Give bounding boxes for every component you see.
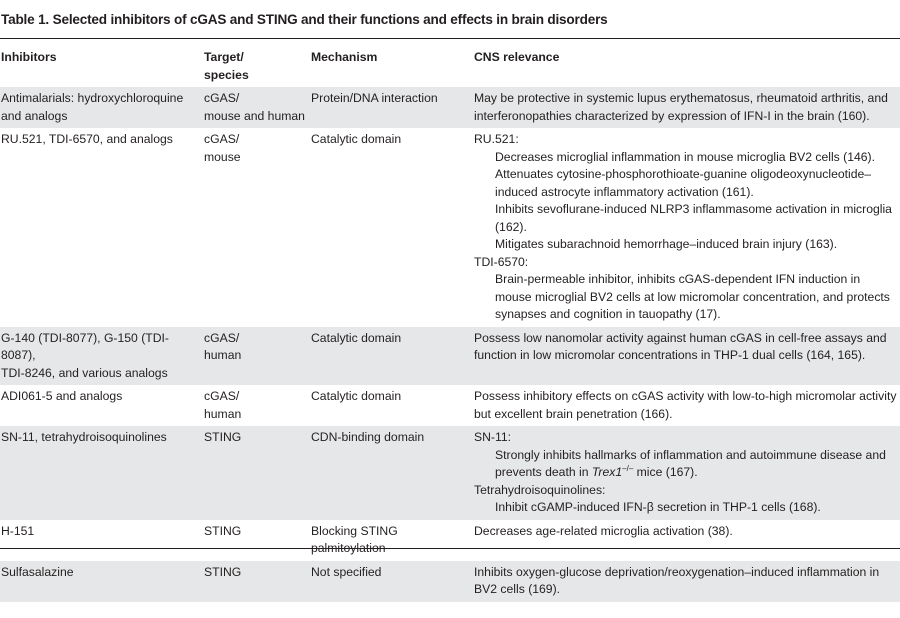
genotype-superscript: –/–: [622, 463, 634, 473]
table-row: Sulfasalazine STING Not specified Inhibi…: [0, 560, 900, 602]
cns-item: Inhibits sevoflurane-induced NLRP3 infla…: [495, 202, 892, 234]
header-mechanism: Mechanism: [311, 50, 378, 64]
target-line: cGAS/: [204, 389, 240, 403]
cell-target: cGAS/ human: [203, 385, 310, 426]
target-line: mouse and human: [204, 108, 305, 123]
target-line: human: [204, 406, 242, 421]
cell-mechanism: Blocking STING palmitoylation: [311, 523, 398, 556]
target-line: human: [204, 348, 242, 362]
cns-item: Mitigates subarachnoid hemorrhage–induce…: [495, 237, 838, 251]
cell-inhibitors: G-140 (TDI-8077), G-150 (TDI-8087), TDI-…: [0, 326, 203, 385]
inhibitor-line: Antimalarials: hydroxychloroquine: [1, 91, 184, 105]
cns-subheading: RU.521:: [474, 132, 519, 146]
cns-item-tail: mice (167).: [633, 465, 698, 479]
cell-target: STING: [203, 520, 310, 561]
cell-mechanism: Not specified: [310, 560, 473, 602]
inhibitors-table: Inhibitors Target/ species Mechanism CNS…: [0, 49, 900, 602]
cell-cns-relevance: Decreases age-related microglia activati…: [474, 523, 733, 538]
cell-cns-relevance: May be protective in systemic lupus eryt…: [473, 87, 900, 128]
header-target-line1: Target/: [204, 50, 244, 64]
header-target: Target/ species: [203, 49, 310, 87]
table-row: ADI061-5 and analogs cGAS/ human Catalyt…: [0, 385, 900, 426]
cell-inhibitors: Sulfasalazine: [0, 560, 203, 602]
cns-item: Attenuates cytosine-phosphorothioate-gua…: [495, 167, 872, 199]
cell-inhibitors: H-151: [0, 520, 203, 561]
cell-mechanism: Catalytic domain: [310, 326, 473, 385]
cell-mechanism: Catalytic domain: [311, 389, 402, 403]
cell-target: STING: [203, 560, 310, 602]
cell-cns-relevance: Inhibits oxygen-glucose deprivation/reox…: [473, 560, 900, 602]
header-inhibitors: Inhibitors: [1, 50, 57, 64]
cell-mechanism: CDN-binding domain: [310, 426, 473, 520]
inhibitor-line: ADI061-5 and analogs: [1, 389, 123, 403]
cns-item: Decreases microglial inflammation in mou…: [495, 149, 875, 164]
target-line: STING: [204, 430, 242, 444]
cns-subheading: TDI-6570:: [474, 254, 529, 269]
table-row: RU.521, TDI-6570, and analogs cGAS/ mous…: [0, 128, 900, 327]
cns-item: Strongly inhibits hallmarks of inflammat…: [474, 447, 898, 482]
bottom-rule: [0, 548, 900, 549]
target-line: STING: [204, 523, 242, 538]
cell-target: cGAS/ mouse: [203, 128, 310, 327]
cell-inhibitors: RU.521, TDI-6570, and analogs: [0, 128, 203, 327]
cell-mechanism: Protein/DNA interaction: [310, 87, 473, 128]
cell-inhibitors: ADI061-5 and analogs: [0, 385, 203, 426]
inhibitor-line: RU.521, TDI-6570, and analogs: [1, 132, 173, 146]
cns-subheading: SN-11:: [474, 430, 512, 444]
cell-target: cGAS/ human: [203, 326, 310, 385]
cns-item: Brain-permeable inhibitor, inhibits cGAS…: [495, 272, 890, 321]
inhibitor-line: Sulfasalazine: [1, 564, 74, 579]
cell-cns-relevance: Possess inhibitory effects on cGAS activ…: [474, 389, 897, 421]
header-row: Inhibitors Target/ species Mechanism CNS…: [0, 49, 900, 87]
cns-item: Inhibit cGAMP-induced IFN-β secretion in…: [495, 500, 821, 514]
inhibitor-line: TDI-8246, and various analogs: [1, 365, 168, 380]
target-line: mouse: [204, 149, 241, 164]
cell-cns-relevance: SN-11: Strongly inhibits hallmarks of in…: [473, 426, 900, 520]
table-row: H-151 STING Blocking STING palmitoylatio…: [0, 520, 900, 561]
top-rule: [0, 38, 900, 39]
table-title: Table 1. Selected inhibitors of cGAS and…: [1, 12, 608, 27]
cell-inhibitors: Antimalarials: hydroxychloroquine and an…: [0, 87, 203, 128]
cell-target: cGAS/ mouse and human: [203, 87, 310, 128]
cell-inhibitors: SN-11, tetrahydroisoquinolines: [0, 426, 203, 520]
inhibitor-line: SN-11, tetrahydroisoquinolines: [1, 430, 167, 444]
target-line: cGAS/: [204, 91, 240, 105]
table-row: Antimalarials: hydroxychloroquine and an…: [0, 87, 900, 128]
cell-cns-relevance: Possess low nanomolar activity against h…: [473, 326, 900, 385]
cns-item-text: Strongly inhibits hallmarks of inflammat…: [495, 447, 886, 480]
gene-name: Trex1: [591, 465, 623, 479]
target-line: cGAS/: [204, 132, 240, 146]
inhibitor-line: and analogs: [1, 108, 68, 123]
cns-subheading: Tetrahydroisoquinolines:: [474, 482, 606, 497]
cell-mechanism: Catalytic domain: [311, 132, 402, 146]
cell-target: STING: [203, 426, 310, 520]
table-row: G-140 (TDI-8077), G-150 (TDI-8087), TDI-…: [0, 326, 900, 385]
header-cns-relevance: CNS relevance: [474, 50, 560, 64]
inhibitor-line: G-140 (TDI-8077), G-150 (TDI-8087),: [1, 330, 169, 363]
cell-cns-relevance: RU.521: Decreases microglial inflammatio…: [473, 128, 900, 327]
header-target-line2: species: [204, 67, 249, 82]
target-line: cGAS/: [204, 330, 240, 345]
target-line: STING: [204, 564, 242, 579]
table-row: SN-11, tetrahydroisoquinolines STING CDN…: [0, 426, 900, 520]
inhibitor-line: H-151: [1, 523, 35, 538]
